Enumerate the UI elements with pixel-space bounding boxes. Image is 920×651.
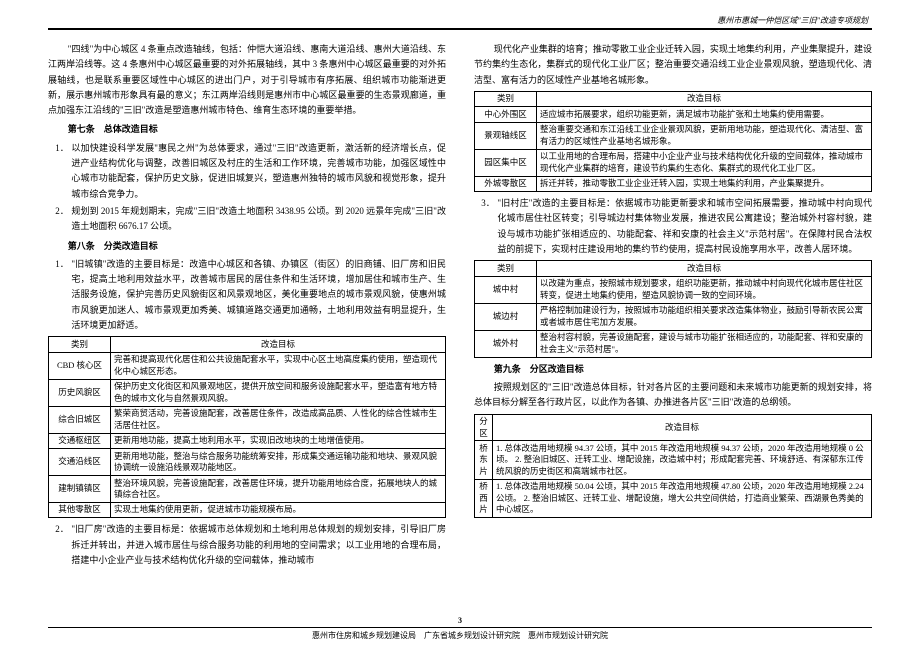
t3-h1: 改造目标	[537, 261, 872, 276]
t1-r5c0: 建制镇镇区	[49, 476, 111, 503]
num-body: "旧厂房"改造的主要目标是：依据城市总体规划和土地利用总体规划的规划安排，引导旧…	[71, 522, 446, 568]
t1-h0: 类别	[49, 337, 111, 352]
footer-org: 惠州市住房和城乡规划建设局 广东省城乡规划设计研究院 惠州市规划设计研究院	[48, 629, 872, 643]
t4-r1c0: 桥西片	[475, 479, 493, 517]
t2-h1: 改造目标	[537, 91, 872, 106]
num-label: 2．	[48, 204, 71, 235]
t4-r1c1: 1. 总体改造用地规模 50.04 公顷，其中 2015 年改造用地规模 47.…	[493, 479, 872, 517]
num-label: 1．	[48, 141, 71, 202]
t2-r2c0: 园区集中区	[475, 149, 537, 176]
num-body: 以加快建设科学发展"惠民之州"为总体要求，通过"三旧"改造更新，激活新的经济增长…	[71, 141, 446, 202]
page-footer: 3 惠州市住房和城乡规划建设局 广东省城乡规划设计研究院 惠州市规划设计研究院	[48, 614, 872, 643]
sec8-item-3: 3． "旧村庄"改造的主要目标是：依据城市功能更新要求和城市空间拓展需要，推动城…	[474, 196, 872, 257]
t2-r0c1: 适应城市拓展要求，组织功能更新，满足城市功能扩张和土地集约使用需要。	[537, 107, 872, 122]
t3-r1c1: 严格控制加建设行为，按照城市功能组织相关要求改造集体物业，鼓励引导新农民公寓或者…	[537, 303, 872, 330]
t3-r2c1: 整治村容村貌，完善设施配套，建设与城市功能扩张相适应的，功能配套、祥和安康的社会…	[537, 330, 872, 357]
t1-r5c1: 整治环境风貌，完善设施配套，改善居住环境，提升功能用地综合度，拓展地块人的城镇综…	[111, 476, 446, 503]
t1-r4c1: 更新用地功能，整治与综合服务功能统筹安排，形成集交通运输功能和地块、景观风貌协调…	[111, 449, 446, 476]
num-label: 3．	[474, 196, 497, 257]
page-number: 3	[48, 614, 872, 628]
t4-h1: 改造目标	[493, 414, 872, 441]
t4-h0: 分区	[475, 414, 493, 441]
footer-rule	[48, 627, 872, 628]
num-label: 2．	[48, 522, 71, 568]
t3-r2c0: 城外村	[475, 330, 537, 357]
t3-r0c1: 以改建为重点，按照城市规划要求，组织功能更新，推动城中村向现代化城市居住社区转变…	[537, 276, 872, 303]
t1-r3c1: 更新用地功能，提高土地利用水平，实现旧改地块的土地增值使用。	[111, 433, 446, 448]
t3-h0: 类别	[475, 261, 537, 276]
page-header-text: 惠州市惠城一仲恺区域"三旧"改造专项规划	[717, 14, 868, 28]
num-body: "旧村庄"改造的主要目标是：依据城市功能更新要求和城市空间拓展需要，推动城中村向…	[497, 196, 872, 257]
table-2: 类别 改造目标 中心外围区适应城市拓展要求，组织功能更新，满足城市功能扩张和土地…	[474, 91, 872, 192]
t2-r3c1: 拆迁并转，推动零散工业企业迁转入园，实现土地集约利用，产业集聚提升。	[537, 176, 872, 191]
t4-r0c1: 1. 总体改造用地规模 94.37 公顷，其中 2015 年改造用地规模 94.…	[493, 441, 872, 479]
t1-r0c1: 完善和提高现代化居住和公共设施配套水平，实现中心区土地高度集约使用，塑造现代化中…	[111, 352, 446, 379]
num-label: 1．	[48, 257, 71, 333]
left-para-1: "四线"为中心城区 4 条重点改造轴线，包括：仲恺大道沿线、惠南大道沿线、惠州大…	[48, 42, 446, 118]
sec7-item-2: 2． 规划到 2015 年规划期末，完成"三旧"改造土地面积 3438.95 公…	[48, 204, 446, 235]
t2-r0c0: 中心外围区	[475, 107, 537, 122]
table-4: 分区 改造目标 桥东片1. 总体改造用地规模 94.37 公顷，其中 2015 …	[474, 414, 872, 519]
sec8-item-2: 2． "旧厂房"改造的主要目标是：依据城市总体规划和土地利用总体规划的规划安排，…	[48, 522, 446, 568]
t2-r1c0: 景观轴线区	[475, 122, 537, 149]
t1-r1c1: 保护历史文化街区和风景观地区，提供开放空间和服务设施配套水平，塑造富有地方特色的…	[111, 379, 446, 406]
num-body: "旧城镇"改造的主要目标是：改造中心城区和各镇、办镇区（街区）的旧商铺、旧厂房和…	[71, 257, 446, 333]
t1-r1c0: 历史风貌区	[49, 379, 111, 406]
t1-r4c0: 交通沿线区	[49, 449, 111, 476]
right-para-1: 现代化产业集群的培育；推动零散工业企业迁转入园，实现土地集约利用，产业集聚提升，…	[474, 42, 872, 88]
table-1: 类别 改造目标 CBD 核心区完善和提高现代化居住和公共设施配套水平，实现中心区…	[48, 336, 446, 518]
t1-h1: 改造目标	[111, 337, 446, 352]
page-content: "四线"为中心城区 4 条重点改造轴线，包括：仲恺大道沿线、惠南大道沿线、惠州大…	[0, 0, 920, 570]
t1-r6c1: 实现土地集约使用更新，促进城市功能规模布局。	[111, 502, 446, 517]
t1-r3c0: 交通枢纽区	[49, 433, 111, 448]
section-8-head: 第八条 分类改造目标	[48, 239, 446, 254]
sec8-item-1: 1． "旧城镇"改造的主要目标是：改造中心城区和各镇、办镇区（街区）的旧商铺、旧…	[48, 257, 446, 333]
num-body: 规划到 2015 年规划期末，完成"三旧"改造土地面积 3438.95 公顷。到…	[71, 204, 446, 235]
t1-r2c1: 繁荣商贸活动，完善设施配套，改善居住条件，改造成高品质、人性化的综合性城市生活居…	[111, 406, 446, 433]
t2-r1c1: 整治重要交通和东江沿线工业企业景观风貌，更新用地功能，塑造现代化、清洁型、富有活…	[537, 122, 872, 149]
header-rule	[48, 28, 872, 30]
t1-r6c0: 其他零散区	[49, 502, 111, 517]
t4-r0c0: 桥东片	[475, 441, 493, 479]
table-3: 类别 改造目标 城中村以改建为重点，按照城市规划要求，组织功能更新，推动城中村向…	[474, 260, 872, 357]
sec7-item-1: 1． 以加快建设科学发展"惠民之州"为总体要求，通过"三旧"改造更新，激活新的经…	[48, 141, 446, 202]
left-column: "四线"为中心城区 4 条重点改造轴线，包括：仲恺大道沿线、惠南大道沿线、惠州大…	[48, 42, 446, 570]
t2-r3c0: 外城零散区	[475, 176, 537, 191]
t2-r2c1: 以工业用地的合理布局，搭建中小企业产业与技术结构优化升级的空间载体，推动城市现代…	[537, 149, 872, 176]
sec9-para: 按照规划区的"三旧"改造总体目标，针对各片区的主要问题和未来城市功能更新的规划安…	[474, 380, 872, 411]
right-column: 现代化产业集群的培育；推动零散工业企业迁转入园，实现土地集约利用，产业集聚提升，…	[474, 42, 872, 570]
section-7-head: 第七条 总体改造目标	[48, 122, 446, 137]
t1-r0c0: CBD 核心区	[49, 352, 111, 379]
t2-h0: 类别	[475, 91, 537, 106]
t3-r1c0: 城边村	[475, 303, 537, 330]
section-9-head: 第九条 分区改造目标	[474, 362, 872, 377]
t1-r2c0: 综合旧城区	[49, 406, 111, 433]
t3-r0c0: 城中村	[475, 276, 537, 303]
